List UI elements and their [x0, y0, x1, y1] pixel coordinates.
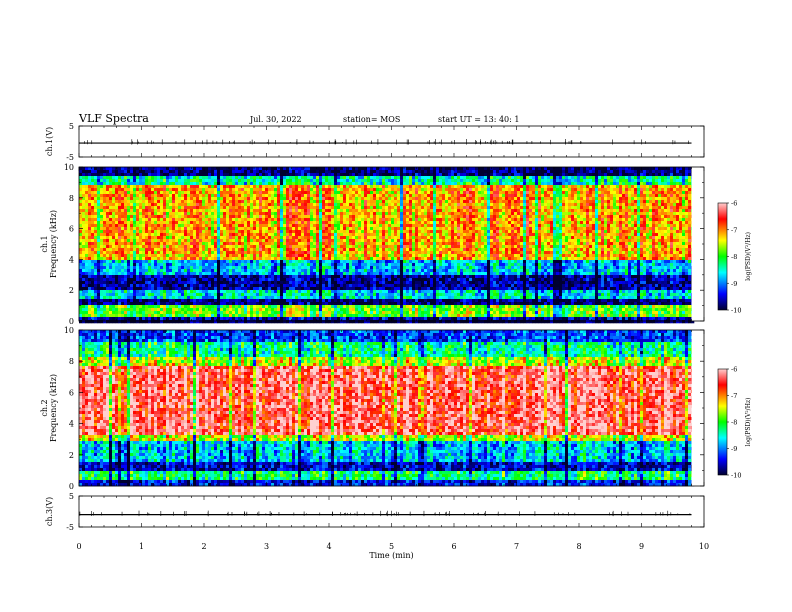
trace-3	[79, 511, 692, 517]
y-tick-label: 2	[69, 286, 74, 295]
x-tick-label: 10	[699, 542, 709, 551]
x-tick-label: 8	[576, 542, 581, 551]
colorbar-label: log(PSD)(V²/Hz)	[745, 232, 752, 281]
colorbar-label: log(PSD)(V²/Hz)	[745, 398, 752, 447]
x-tick-label: 4	[326, 542, 331, 551]
y-tick-label: 4	[69, 255, 74, 264]
y-axis-label: Frequency (kHz)	[49, 210, 58, 278]
y-tick-label: 5	[69, 492, 74, 501]
y-tick-label: 0	[69, 482, 74, 491]
y-tick-label: 10	[64, 326, 74, 335]
spectrogram-2	[79, 330, 704, 486]
y-tick-label: 0	[69, 317, 74, 326]
y-tick-label: 8	[69, 357, 74, 366]
colorbar-tick-label: -10	[731, 472, 741, 480]
colorbar-tick-label: -8	[731, 419, 737, 427]
x-tick-label: 3	[264, 542, 269, 551]
y-axis-label: ch.2	[40, 399, 49, 416]
y-tick-label: 6	[69, 225, 74, 234]
colorbar-tick-label: -7	[731, 226, 737, 234]
y-axis-label: Frequency (kHz)	[49, 374, 58, 442]
y-axis-label: ch.3(V)	[45, 497, 54, 526]
y-tick-label: -5	[66, 523, 74, 532]
y-tick-label: 4	[69, 420, 74, 429]
trace-0	[79, 139, 692, 145]
colorbar-tick-label: -10	[731, 307, 741, 315]
colorbar-tick-label: -7	[731, 392, 737, 400]
y-tick-label: 10	[64, 163, 74, 172]
x-tick-label: 9	[639, 542, 644, 551]
panel-frame-0	[79, 126, 704, 157]
y-tick-label: -5	[66, 153, 74, 162]
x-tick-label: 6	[451, 542, 456, 551]
colorbar-tick-label: -9	[731, 280, 737, 288]
y-axis-label: ch.1	[40, 235, 49, 252]
colorbar-1	[718, 203, 727, 310]
colorbar-tick-label: -9	[731, 445, 737, 453]
y-tick-label: 2	[69, 451, 74, 460]
x-tick-label: 2	[201, 542, 206, 551]
colorbar-tick-label: -6	[731, 366, 737, 374]
x-tick-label: 1	[139, 542, 144, 551]
spectrogram-1	[79, 167, 704, 323]
y-tick-label: 5	[69, 122, 74, 131]
y-axis-label: ch.1(V)	[45, 127, 54, 156]
y-tick-label: 8	[69, 194, 74, 203]
x-tick-label: 5	[389, 542, 394, 551]
colorbar-2	[718, 369, 727, 475]
x-tick-label: 0	[76, 542, 81, 551]
x-axis-label: Time (min)	[369, 551, 413, 560]
colorbar-tick-label: -8	[731, 253, 737, 261]
y-tick-label: 6	[69, 388, 74, 397]
colorbar-tick-label: -6	[731, 200, 737, 208]
x-tick-label: 7	[514, 542, 519, 551]
